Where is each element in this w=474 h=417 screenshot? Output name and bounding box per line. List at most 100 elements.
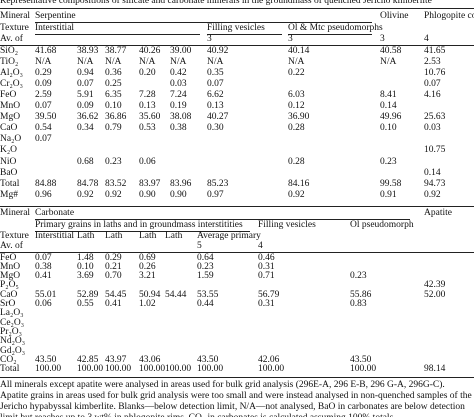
cell: 4.16 (424, 89, 441, 100)
cell: 0.69 (139, 252, 156, 263)
rule (35, 22, 372, 23)
cell: 42.06 (258, 354, 280, 365)
cell: 42.39 (424, 280, 446, 291)
cell: 0.07 (424, 78, 441, 89)
cell: 100.00 (350, 364, 377, 375)
cell: 0.10 (105, 101, 122, 111)
cell: 0.38 (35, 261, 52, 272)
cell: 6.35 (105, 89, 122, 100)
row-label: CaO (0, 123, 18, 134)
footnote: Apatite grains in areas used for bulk gr… (0, 391, 472, 417)
header: Lath (165, 230, 183, 241)
cell: 5.91 (77, 89, 94, 100)
header: 4 (424, 33, 429, 44)
cell: 0.83 (350, 299, 367, 309)
cell: 84.78 (77, 178, 99, 189)
cell: 7.24 (170, 89, 187, 100)
header: Phlogopite core (424, 10, 474, 21)
row-label: MnO (0, 101, 21, 111)
row-label: Cr₂O₃ (0, 78, 23, 89)
cell: 43.50 (35, 354, 57, 365)
row-label: CO₂ (0, 354, 17, 365)
header: Olivine (380, 10, 409, 21)
cell: 42.85 (77, 354, 99, 365)
cell: 40.14 (288, 45, 310, 56)
row-label: Mg# (0, 189, 18, 200)
header: Apatite (424, 207, 452, 218)
row-label: Nd₂O₃ (0, 336, 26, 347)
cell: 100.00 (197, 364, 224, 375)
header: Primary grains in laths and in groundmas… (35, 219, 243, 230)
cell: N/A (105, 56, 122, 67)
cell: 0.13 (207, 101, 224, 111)
header: Av. of (0, 240, 23, 251)
rule (35, 34, 200, 35)
cell: 43.50 (197, 354, 219, 365)
cell: 0.92 (424, 189, 441, 200)
cell: 40.26 (139, 45, 161, 56)
cell: 0.09 (77, 101, 94, 111)
header: 3 (207, 33, 212, 44)
cell: 0.10 (77, 261, 94, 272)
cell: 0.07 (35, 101, 52, 111)
rule (0, 206, 474, 207)
cell: 0.28 (288, 123, 305, 134)
cell: 84.16 (288, 178, 310, 189)
rule (0, 252, 474, 253)
cell: 1.48 (77, 252, 94, 263)
header: Filling vesicles (258, 219, 316, 230)
cell: 55.01 (35, 289, 57, 300)
cell: 83.52 (105, 178, 127, 189)
cell: 56.79 (258, 289, 280, 300)
cell: 99.58 (380, 178, 402, 189)
cell: 100.00 (139, 364, 166, 375)
header: Average primary (197, 230, 261, 241)
rule (207, 34, 282, 35)
cell: 0.21 (105, 261, 122, 272)
cell: 0.54 (35, 123, 52, 134)
cell: N/A (207, 56, 224, 67)
cell: 100.00 (105, 364, 132, 375)
cell: 52.00 (424, 289, 446, 300)
cell: 36.62 (77, 112, 99, 123)
cell: 36.90 (288, 112, 310, 123)
cell: 43.97 (105, 354, 127, 365)
row-label: Total (0, 178, 20, 189)
cell: 0.92 (288, 189, 305, 200)
cell: 0.07 (35, 134, 52, 145)
row-label: CaO (0, 289, 18, 300)
cell: 0.44 (197, 299, 214, 309)
cell: 100.00 (258, 364, 285, 375)
row-label: BaO (0, 167, 18, 178)
header: Mineral (0, 207, 31, 218)
cell: 0.55 (77, 299, 94, 309)
header: Lath (139, 230, 157, 241)
cell: N/A (77, 56, 94, 67)
cell: N/A (288, 56, 305, 67)
row-label: MnO (0, 261, 21, 272)
cell: 0.35 (207, 67, 224, 78)
cell: 43.06 (139, 354, 161, 365)
cell: 52.89 (77, 289, 99, 300)
row-label: NiO (0, 156, 17, 167)
cell: 83.97 (139, 178, 161, 189)
cell: 0.97 (207, 189, 224, 200)
cell: 38.93 (77, 45, 99, 56)
cell: 54.44 (165, 289, 187, 300)
cell: 0.70 (105, 271, 122, 282)
cell: 7.28 (139, 89, 156, 100)
cell: 0.29 (35, 67, 52, 78)
cell: 0.28 (288, 156, 305, 167)
cell: 0.23 (380, 156, 397, 167)
cell: 0.10 (380, 123, 397, 134)
header: Lath (105, 230, 123, 241)
rule (288, 34, 372, 35)
header: Filling vesicles (207, 22, 265, 33)
rule (0, 8, 474, 9)
cell: 0.94 (77, 67, 94, 78)
cell: 2.59 (35, 89, 52, 100)
cell: 1.59 (197, 271, 214, 282)
cell: 0.03 (424, 123, 441, 134)
header: Texture (0, 22, 29, 33)
